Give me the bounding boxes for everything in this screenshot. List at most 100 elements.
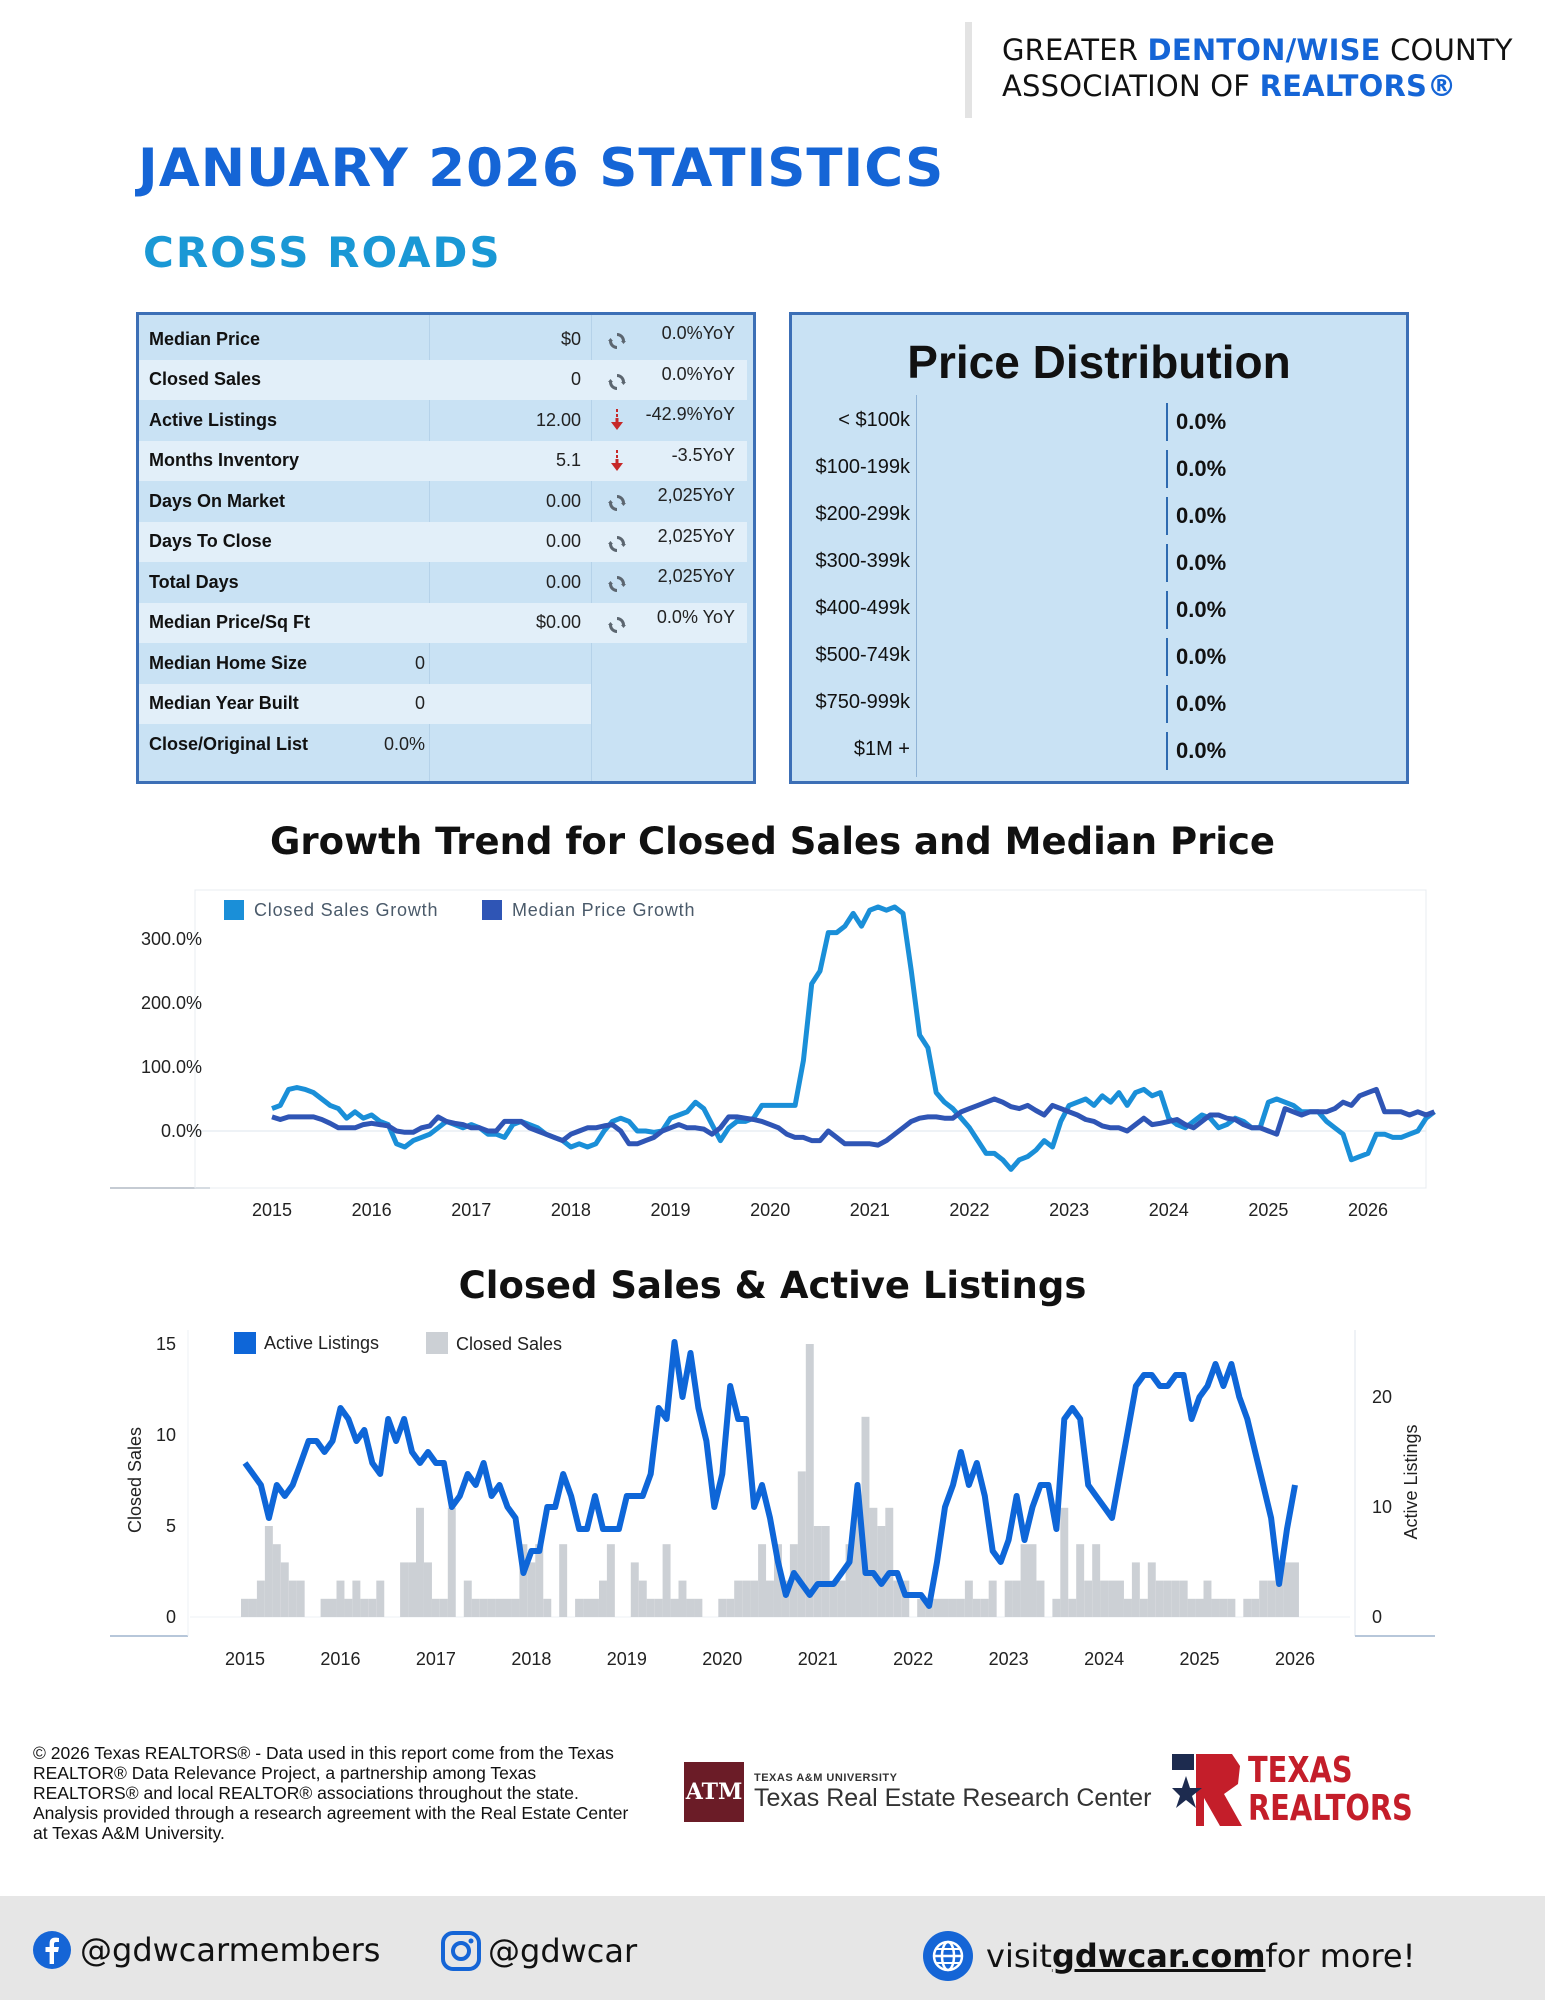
area-name: CROSS ROADS xyxy=(143,228,502,277)
stat-value: 5.1 xyxy=(555,450,581,471)
txr-text-1: TEXAS xyxy=(1248,1750,1353,1791)
closed-sales-bar xyxy=(288,1580,297,1617)
x-tick-label: 2023 xyxy=(1049,1200,1089,1220)
yoy-change: 2,025YoY xyxy=(657,485,735,505)
closed-sales-bar xyxy=(1267,1580,1276,1617)
closed-sales-bar xyxy=(662,1544,671,1617)
closed-sales-bar xyxy=(368,1598,377,1617)
instagram-link[interactable]: @gdwcar xyxy=(440,1930,637,1972)
closed-sales-bar xyxy=(837,1580,846,1617)
stat-row: Active Listings 12.00 -42.9%YoY xyxy=(139,400,747,441)
price-range-label: $300-399k xyxy=(815,550,910,572)
legend-label: Closed Sales xyxy=(456,1334,562,1354)
stat-value: 0 xyxy=(570,369,581,390)
stat-label: Median Year Built xyxy=(149,693,299,714)
x-tick-label: 2017 xyxy=(451,1200,491,1220)
stat-row: Median Price/Sq Ft $0.00 0.0% YoY xyxy=(139,602,747,643)
closed-sales-bar xyxy=(933,1598,942,1617)
x-tick-label: 2020 xyxy=(702,1649,742,1669)
closed-sales-bar xyxy=(519,1544,528,1617)
closed-sales-bar xyxy=(583,1598,592,1617)
stat-label: Median Price/Sq Ft xyxy=(149,612,311,633)
globe-icon xyxy=(923,1931,973,1981)
closed-sales-bar xyxy=(495,1598,504,1617)
closed-sales-bar xyxy=(1108,1580,1117,1617)
website-link[interactable]: visit gdwcar.com for more! xyxy=(922,1930,1415,1982)
website-url[interactable]: gdwcar.com xyxy=(1051,1937,1266,1975)
closed-sales-bar xyxy=(1131,1562,1140,1617)
instagram-handle: @gdwcar xyxy=(488,1932,638,1970)
closed-sales-bar xyxy=(829,1580,838,1617)
closed-sales-bar xyxy=(479,1598,488,1617)
x-tick-label: 2017 xyxy=(416,1649,456,1669)
visit-suffix: for more! xyxy=(1265,1937,1416,1975)
closed-sales-bar xyxy=(877,1526,886,1617)
distribution-bar xyxy=(1166,638,1168,676)
x-tick-label: 2019 xyxy=(651,1200,691,1220)
closed-sales-bar xyxy=(861,1416,870,1617)
stat-value: 12.00 xyxy=(535,409,581,430)
closed-sales-bar xyxy=(972,1598,981,1617)
legend-swatch xyxy=(224,900,244,920)
distribution-bar xyxy=(1166,450,1168,488)
closed-sales-bar xyxy=(766,1580,774,1617)
stat-value: 0.00 xyxy=(545,490,581,511)
closed-sales-bar xyxy=(893,1580,902,1617)
closed-sales-bar xyxy=(821,1526,830,1617)
closed-sales-bar xyxy=(296,1580,305,1617)
series-line-median-price-growth xyxy=(271,1086,1436,1148)
closed-sales-bar xyxy=(781,1580,790,1617)
stat-value: $0.00 xyxy=(535,612,581,633)
copyright-note: © 2026 Texas REALTORS® - Data used in th… xyxy=(33,1743,629,1843)
closed-sales-bar xyxy=(1147,1562,1156,1617)
closed-sales-bar xyxy=(1155,1580,1164,1617)
growth-chart-title: Growth Trend for Closed Sales and Median… xyxy=(269,820,1276,863)
closed-sales-bar xyxy=(949,1598,957,1617)
closed-sales-bar xyxy=(241,1598,249,1617)
closed-sales-bar xyxy=(575,1598,584,1617)
distribution-value: 0.0% xyxy=(1176,409,1227,434)
closed-sales-bar xyxy=(980,1598,989,1617)
stat-row: Days On Market 0.00 2,025YoY xyxy=(139,481,747,522)
x-tick-label: 2016 xyxy=(320,1649,360,1669)
y-right-axis-title: Active Listings xyxy=(1401,1424,1421,1539)
closed-sales-bar xyxy=(360,1598,369,1617)
closed-sales-bar xyxy=(1068,1598,1077,1617)
yoy-change: 0.0%YoY xyxy=(661,323,735,343)
stat-value: 0.00 xyxy=(545,531,581,552)
stat-value: 0 xyxy=(414,652,425,673)
distribution-row: $400-499k 0.0% xyxy=(792,587,1406,633)
x-tick-label: 2018 xyxy=(551,1200,591,1220)
distribution-bar xyxy=(1166,732,1168,770)
tamu-logo: ATM TEXAS A&M UNIVERSITY Texas Real Esta… xyxy=(684,1762,1151,1822)
stat-row: Days To Close 0.00 2,025YoY xyxy=(139,521,747,562)
closed-sales-bar xyxy=(320,1598,329,1617)
closed-sales-bar xyxy=(678,1580,687,1617)
assoc-text: GREATER xyxy=(1002,33,1148,67)
y-tick-label: 100.0% xyxy=(141,1057,202,1077)
closed-sales-bar xyxy=(1179,1580,1188,1617)
facebook-link[interactable]: @gdwcarmembers xyxy=(32,1930,380,1970)
distribution-value: 0.0% xyxy=(1176,691,1227,716)
x-tick-label: 2020 xyxy=(750,1200,790,1220)
stat-row: Total Days 0.00 2,025YoY xyxy=(139,562,747,603)
stat-label: Closed Sales xyxy=(149,369,262,390)
closed-sales-bar xyxy=(901,1580,910,1617)
x-tick-label: 2021 xyxy=(850,1200,890,1220)
closed-sales-bar xyxy=(1124,1598,1132,1617)
price-range-label: $100-199k xyxy=(815,456,910,478)
y-tick-label: 200.0% xyxy=(141,993,202,1013)
x-tick-label: 2015 xyxy=(225,1649,265,1669)
price-range-label: < $100k xyxy=(838,409,910,431)
texas-realtors-star-icon xyxy=(1172,1754,1242,1826)
tamu-mark-icon: ATM xyxy=(684,1762,744,1822)
distribution-bar xyxy=(1166,591,1168,629)
tamu-small-text: TEXAS A&M UNIVERSITY xyxy=(754,1771,898,1784)
neutral-cycle-icon xyxy=(607,534,627,554)
distribution-row: $500-749k 0.0% xyxy=(792,634,1406,680)
y-left-tick-label: 15 xyxy=(156,1334,176,1354)
distribution-value: 0.0% xyxy=(1176,503,1227,528)
closed-sales-bar xyxy=(1076,1544,1085,1617)
sales-listings-chart-title: Closed Sales & Active Listings xyxy=(458,1264,1087,1307)
closed-sales-bar xyxy=(686,1598,695,1617)
